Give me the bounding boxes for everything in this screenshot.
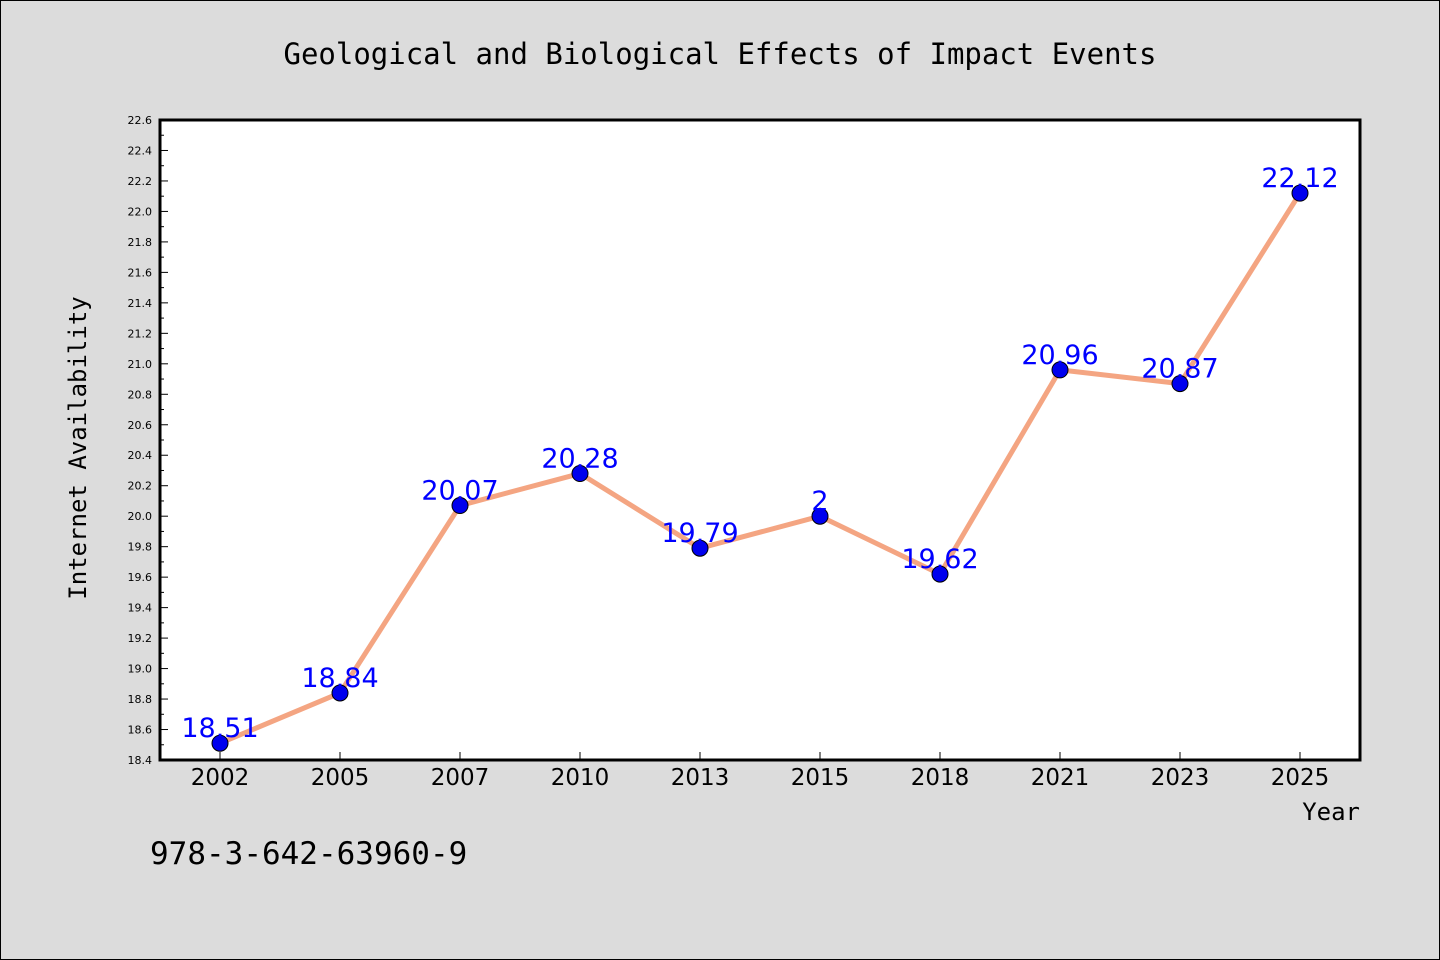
data-label: 20.07 <box>421 476 498 507</box>
y-tick-label: 22.4 <box>128 144 153 157</box>
data-label: 22.12 <box>1261 163 1338 194</box>
series-line-group: 18.51 18.84 20.07 20.28 19.79 2 19.62 20.96 20.8… <box>181 163 1339 752</box>
y-tick-label: 21.0 <box>128 358 153 371</box>
y-tick-label: 18.4 <box>128 754 153 767</box>
data-label: 20.87 <box>1141 354 1218 385</box>
data-point-marker <box>931 565 949 583</box>
y-tick-label: 22.2 <box>128 175 153 188</box>
y-tick-label: 22.6 <box>128 114 153 127</box>
x-tick-label: 2013 <box>671 765 730 791</box>
x-tick-label: 2018 <box>911 765 970 791</box>
footer-isbn: 978-3-642-63960-9 <box>150 836 467 872</box>
y-tick-label: 19.8 <box>128 541 153 554</box>
data-point-marker <box>1051 361 1069 379</box>
y-tick-label: 20.0 <box>128 510 153 523</box>
data-point-marker <box>211 734 229 752</box>
data-label: 20.28 <box>541 444 618 475</box>
y-axis: 18.4 18.6 18.8 19.0 19.2 19.4 19.6 19.8 20.0 20.2… <box>128 114 168 767</box>
data-point-marker <box>691 539 709 557</box>
x-tick-label: 2021 <box>1031 765 1090 791</box>
x-axis-label: Year <box>1302 798 1360 826</box>
y-tick-label: 19.4 <box>128 602 153 615</box>
x-tick-label: 2005 <box>311 765 370 791</box>
y-tick-label: 20.6 <box>128 419 153 432</box>
x-tick-label: 2025 <box>1271 765 1330 791</box>
data-point-marker <box>1291 184 1309 202</box>
data-label: 18.84 <box>301 663 378 694</box>
plot-area <box>160 120 1360 760</box>
y-tick-label: 19.0 <box>128 663 153 676</box>
data-label: 19.79 <box>661 518 738 549</box>
x-tick-label: 2007 <box>431 765 490 791</box>
chart-title: Geological and Biological Effects of Imp… <box>284 37 1157 71</box>
y-tick-label: 21.2 <box>128 327 153 340</box>
data-point-marker <box>451 497 469 515</box>
y-tick-label: 22.0 <box>128 205 153 218</box>
x-tick-label: 2023 <box>1151 765 1210 791</box>
y-tick-label: 20.2 <box>128 480 153 493</box>
x-tick-label: 2015 <box>791 765 850 791</box>
data-point-marker <box>1171 375 1189 393</box>
x-axis: 2002 2005 2007 2010 2013 2015 2018 2021 2023 2025 <box>191 752 1330 791</box>
y-tick-label: 20.4 <box>128 449 153 462</box>
data-label: 20.96 <box>1021 340 1098 371</box>
x-tick-label: 2010 <box>551 765 610 791</box>
y-tick-label: 19.6 <box>128 571 153 584</box>
data-label: 19.62 <box>901 544 978 575</box>
y-tick-label: 21.4 <box>128 297 153 310</box>
y-axis-label: Internet Availability <box>64 296 92 599</box>
series-line <box>217 190 1303 746</box>
plot-border <box>158 118 1362 762</box>
data-label: 18.51 <box>181 713 258 744</box>
data-point-marker <box>571 465 589 483</box>
y-tick-label: 21.6 <box>128 266 153 279</box>
y-tick-label: 21.8 <box>128 236 153 249</box>
y-tick-label: 18.8 <box>128 693 153 706</box>
data-label: 2 <box>811 486 828 517</box>
x-tick-label: 2002 <box>191 765 250 791</box>
y-tick-label: 20.8 <box>128 388 153 401</box>
y-tick-label: 19.2 <box>128 632 153 645</box>
data-point-marker <box>811 507 829 525</box>
y-tick-label: 18.6 <box>128 724 153 737</box>
data-point-marker <box>331 684 349 702</box>
